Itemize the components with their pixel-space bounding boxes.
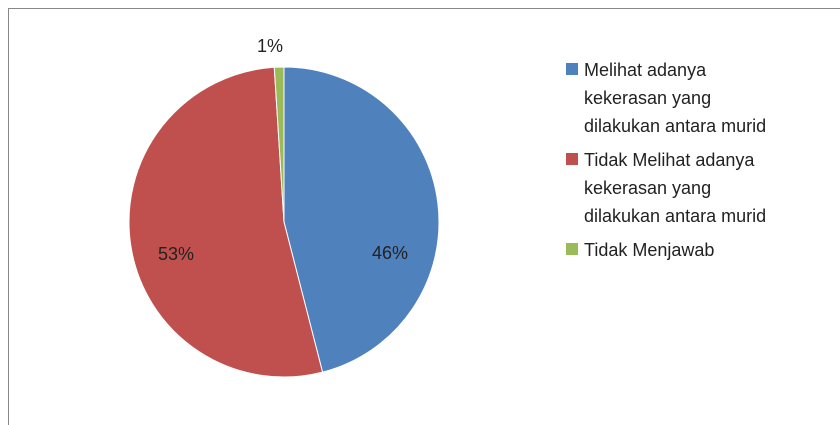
data-label: 1% xyxy=(257,36,283,56)
frame xyxy=(8,8,840,425)
legend-label: Tidak Menjawab xyxy=(584,240,715,260)
pie-slice xyxy=(128,66,324,378)
pie-slice xyxy=(273,66,285,223)
legend-swatch xyxy=(566,243,578,255)
legend-swatch xyxy=(566,153,578,165)
legend-item: Melihat adanya kekerasan yang dilakukan … xyxy=(566,56,780,140)
pie-slice xyxy=(283,66,440,373)
legend-item: Tidak Melihat adanya kekerasan yang dila… xyxy=(566,146,780,230)
legend-label: Tidak Melihat adanya kekerasan yang dila… xyxy=(584,150,767,226)
legend-swatch xyxy=(566,63,578,75)
legend-item: Tidak Menjawab xyxy=(566,236,780,264)
data-label: 53% xyxy=(158,244,194,264)
legend-label: Melihat adanya kekerasan yang dilakukan … xyxy=(584,60,767,136)
legend: Melihat adanya kekerasan yang dilakukan … xyxy=(566,56,780,270)
data-label: 46% xyxy=(372,243,408,263)
